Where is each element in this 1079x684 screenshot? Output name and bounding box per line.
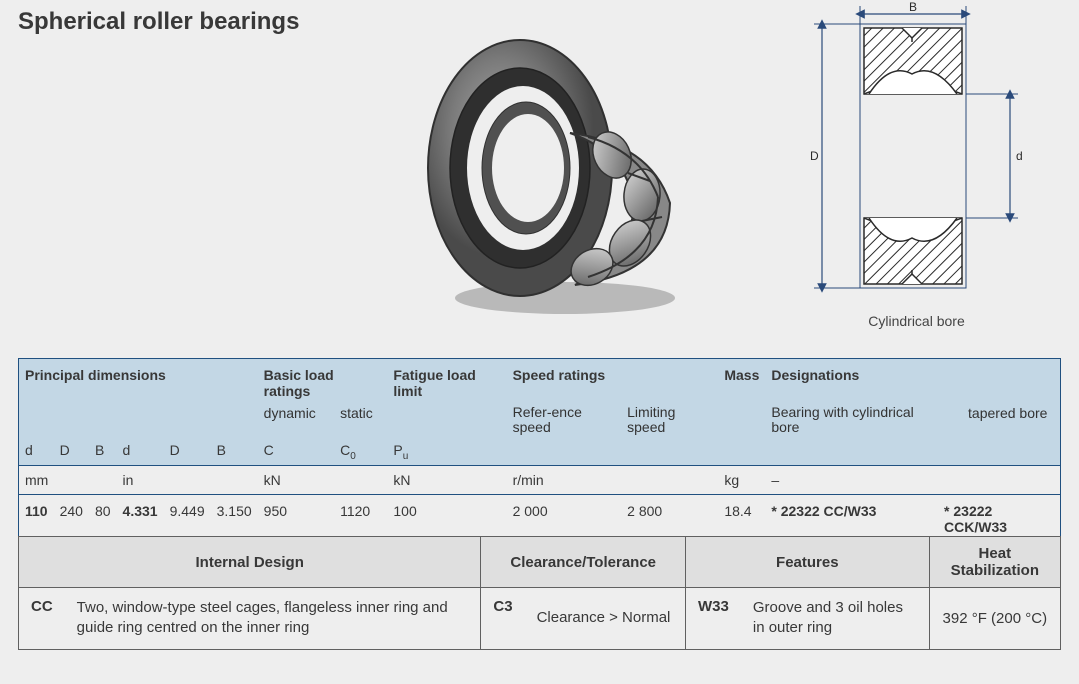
- dim-d-label: d: [1016, 149, 1023, 163]
- hdr-heat: Heat Stabilization: [929, 537, 1060, 588]
- col-B-mm: B: [89, 439, 117, 465]
- sub-dynamic: dynamic: [258, 402, 334, 439]
- hdr-speed: Speed ratings: [507, 359, 719, 403]
- col-d-mm: d: [19, 439, 54, 465]
- sub-cyl-bore: Bearing with cylindrical bore: [765, 402, 938, 439]
- dim-B-label: B: [909, 2, 917, 14]
- sub-ref-speed: Refer-ence speed: [507, 402, 622, 439]
- feature-desc: Groove and 3 oil holes in outer ring: [741, 588, 929, 650]
- hdr-internal-design: Internal Design: [19, 537, 481, 588]
- hdr-fatigue: Fatigue load limit: [387, 359, 506, 403]
- unit-in: in: [117, 465, 258, 494]
- unit-kg: kg: [718, 465, 765, 494]
- hdr-mass: Mass: [718, 359, 765, 403]
- unit-kN1: kN: [258, 465, 388, 494]
- hdr-features: Features: [686, 537, 930, 588]
- col-D-mm: D: [54, 439, 89, 465]
- feature-code: W33: [686, 588, 741, 650]
- dimension-diagram: B D d Cylindrical bore: [784, 2, 1049, 337]
- clearance-desc: Clearance > Normal: [525, 588, 686, 650]
- unit-kN2: kN: [387, 465, 506, 494]
- col-C0: C0: [334, 439, 387, 465]
- internal-code: CC: [19, 588, 65, 650]
- col-D-in: D: [164, 439, 211, 465]
- sub-tapered: tapered bore: [938, 402, 1060, 439]
- col-d-in: d: [117, 439, 164, 465]
- sub-lim-speed: Limiting speed: [621, 402, 718, 439]
- heat-value: 392 °F (200 °C): [929, 588, 1060, 650]
- page-title: Spherical roller bearings: [18, 8, 299, 36]
- hdr-basic-load: Basic load ratings: [258, 359, 388, 403]
- internal-desc: Two, window-type steel cages, flangeless…: [65, 588, 481, 650]
- diagram-caption: Cylindrical bore: [784, 313, 1049, 329]
- spec-table: Principal dimensions Basic load ratings …: [18, 358, 1061, 544]
- clearance-code: C3: [481, 588, 525, 650]
- bearing-3d-illustration: [415, 28, 695, 318]
- col-Pu: Pu: [387, 439, 506, 465]
- hdr-designations: Designations: [765, 359, 1060, 403]
- unit-dash: –: [765, 465, 1060, 494]
- unit-rmin: r/min: [507, 465, 719, 494]
- hdr-principal: Principal dimensions: [19, 359, 258, 403]
- sub-static: static: [334, 402, 387, 439]
- dim-D-label: D: [810, 149, 819, 163]
- hdr-clearance: Clearance/Tolerance: [481, 537, 686, 588]
- detail-table: Internal Design Clearance/Tolerance Feat…: [18, 536, 1061, 650]
- unit-mm: mm: [19, 465, 117, 494]
- col-C: C: [258, 439, 334, 465]
- col-B-in: B: [211, 439, 258, 465]
